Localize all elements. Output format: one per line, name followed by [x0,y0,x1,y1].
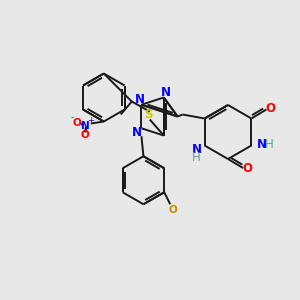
Text: H: H [265,138,274,151]
Text: H: H [192,151,201,164]
Text: N: N [134,93,144,106]
Text: O: O [266,102,275,115]
Text: O: O [169,205,178,215]
Text: N: N [81,121,90,130]
Text: O: O [72,118,81,128]
Text: +: + [87,116,94,125]
Text: N: N [192,143,202,156]
Text: O: O [242,163,252,176]
Text: N: N [131,126,141,139]
Text: N: N [161,86,171,99]
Text: -: - [70,113,73,122]
Text: N: N [256,138,266,151]
Text: S: S [145,108,153,121]
Text: O: O [80,130,89,140]
